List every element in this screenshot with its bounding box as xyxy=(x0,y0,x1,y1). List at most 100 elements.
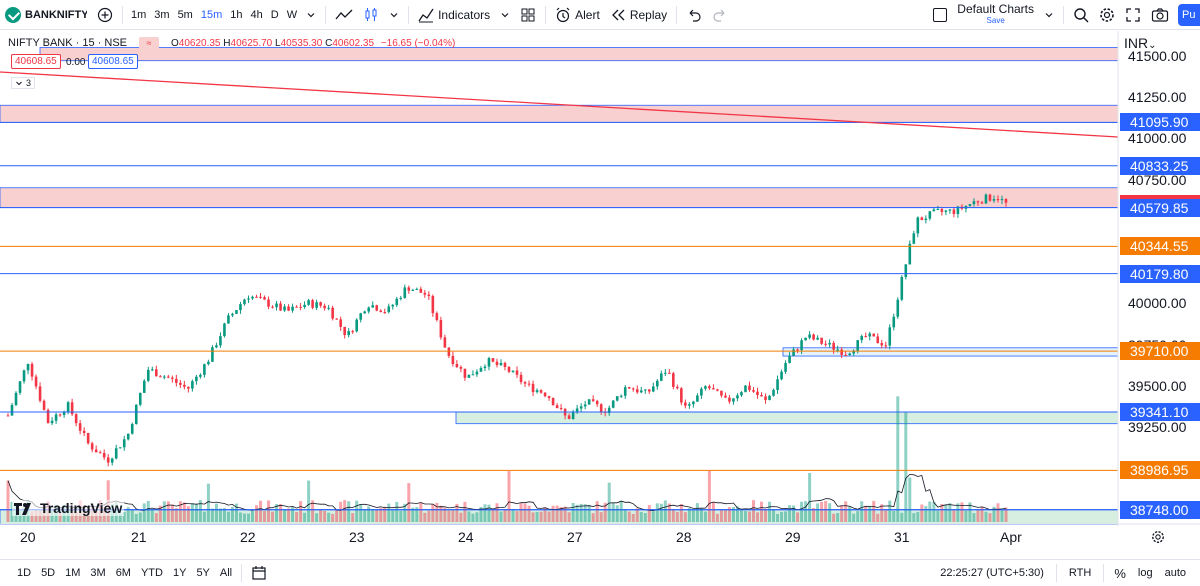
buy-price-button[interactable]: 40608.65 xyxy=(88,54,138,69)
log-toggle[interactable]: log xyxy=(1137,567,1153,579)
compare-button[interactable] xyxy=(92,0,118,30)
settings-button[interactable] xyxy=(1094,0,1120,30)
layout-dropdown[interactable] xyxy=(1039,0,1059,30)
price-label[interactable]: 40344.55 xyxy=(1120,237,1200,256)
indicators-button[interactable]: Indicators xyxy=(413,0,495,30)
sell-price-button[interactable]: 40608.65 xyxy=(11,54,61,69)
price-tick: 39500.00 xyxy=(1128,377,1187,394)
timeframe-1m[interactable]: 1m xyxy=(131,8,147,21)
candle-body xyxy=(824,343,827,345)
range-ytd[interactable]: YTD xyxy=(140,567,163,579)
range-3m[interactable]: 3M xyxy=(90,567,106,579)
volume-bar xyxy=(303,512,307,522)
clock[interactable]: 22:25:27 (UTC+5:30) xyxy=(940,567,1044,579)
candle-body xyxy=(122,439,126,448)
range-all[interactable]: All xyxy=(219,567,233,579)
search-button[interactable] xyxy=(1068,0,1094,30)
snapshot-button[interactable] xyxy=(1146,0,1174,30)
price-label[interactable]: 39341.10 xyxy=(1120,402,1200,421)
timeframe-W[interactable]: W xyxy=(286,8,298,21)
divider xyxy=(122,5,123,24)
price-label[interactable]: 39710.00 xyxy=(1120,342,1200,361)
timeframe-3m[interactable]: 3m xyxy=(154,8,170,21)
indicators-collapse-button[interactable]: 3 xyxy=(11,77,36,89)
indicators-dropdown[interactable] xyxy=(495,0,515,30)
price-label[interactable]: 40579.85 xyxy=(1120,198,1200,217)
layouts-button[interactable] xyxy=(515,0,541,30)
timeframe-5m[interactable]: 5m xyxy=(177,8,193,21)
chart-style-candle-button[interactable] xyxy=(358,0,384,30)
candle-body xyxy=(319,302,322,306)
candle-body xyxy=(387,306,391,313)
divider xyxy=(545,5,547,24)
range-1m[interactable]: 1M xyxy=(65,567,81,579)
candle-body xyxy=(94,449,98,453)
session-toggle[interactable]: RTH xyxy=(1068,567,1092,579)
volume-bar xyxy=(198,500,202,522)
candle-body xyxy=(684,402,687,406)
auto-toggle[interactable]: auto xyxy=(1164,567,1186,579)
candle-body xyxy=(154,369,158,377)
legend-eye-icon[interactable]: ≈ xyxy=(139,37,159,49)
range-5d[interactable]: 5D xyxy=(41,567,56,579)
candle-body xyxy=(812,334,815,340)
alert-button[interactable]: Alert xyxy=(550,0,605,30)
price-chart[interactable] xyxy=(0,31,1200,526)
redo-button[interactable] xyxy=(707,0,733,30)
volume-bar xyxy=(222,508,226,522)
timeframe-15m[interactable]: 15m xyxy=(200,8,223,21)
percent-toggle[interactable]: % xyxy=(1114,565,1126,581)
candle-body xyxy=(924,218,928,221)
candle-body xyxy=(375,305,379,311)
volume-bar xyxy=(363,509,367,522)
candle-body xyxy=(307,300,310,305)
volume-bar xyxy=(611,502,615,522)
go-to-date-button[interactable] xyxy=(246,560,272,586)
replay-button[interactable]: Replay xyxy=(605,0,672,30)
currency-selector[interactable]: INR⌄ xyxy=(1124,35,1157,51)
price-label[interactable]: 40179.80 xyxy=(1120,264,1200,283)
price-label[interactable]: 38748.00 xyxy=(1120,500,1200,519)
range-1d[interactable]: 1D xyxy=(17,567,32,579)
fullscreen-button[interactable] xyxy=(1120,0,1146,30)
range-6m[interactable]: 6M xyxy=(115,567,131,579)
undo-button[interactable] xyxy=(681,0,707,30)
layout-switcher[interactable]: Default Charts Save xyxy=(928,0,1039,30)
volume-bar xyxy=(439,505,443,522)
volume-bar xyxy=(952,510,956,522)
candle-body xyxy=(26,363,30,371)
chart-style-line-button[interactable] xyxy=(330,0,358,30)
timeframe-4h[interactable]: 4h xyxy=(250,8,263,21)
volume-bar xyxy=(1004,507,1008,522)
volume-bar xyxy=(126,507,130,522)
timeframe-dropdown[interactable] xyxy=(301,0,321,30)
volume-bar xyxy=(547,511,551,522)
timeframe-D[interactable]: D xyxy=(270,8,279,21)
volume-bar xyxy=(6,480,10,522)
candlestick-icon xyxy=(365,7,377,21)
candle-body xyxy=(696,395,699,402)
price-label[interactable]: 38986.95 xyxy=(1120,461,1200,480)
range-5y[interactable]: 5Y xyxy=(196,567,210,579)
candle-body xyxy=(816,337,819,340)
axis-settings-button[interactable] xyxy=(1151,530,1165,549)
volume-bar xyxy=(467,511,471,522)
tradingview-logo[interactable]: TradingView xyxy=(12,500,125,516)
date-tick: 21 xyxy=(131,529,147,545)
candle-body xyxy=(615,396,619,401)
publish-button[interactable]: Pu xyxy=(1178,3,1200,26)
candle-body xyxy=(852,350,855,354)
price-label[interactable]: 41095.90 xyxy=(1120,113,1200,132)
timeframe-1h[interactable]: 1h xyxy=(230,8,243,21)
symbol-search-button[interactable]: BANKNIFTY xyxy=(0,0,92,30)
price-label[interactable]: 40833.25 xyxy=(1120,156,1200,175)
legend-symbol-title[interactable]: NIFTY BANK · 15 · NSE xyxy=(8,37,127,49)
candle-body xyxy=(175,378,178,383)
candle-body xyxy=(555,405,559,409)
volume-bar xyxy=(784,511,788,522)
volume-bar xyxy=(804,501,808,522)
range-1y[interactable]: 1Y xyxy=(172,567,187,579)
candle-body xyxy=(70,402,74,415)
chart-style-dropdown[interactable] xyxy=(384,0,404,30)
price-tick: 41000.00 xyxy=(1128,130,1187,147)
